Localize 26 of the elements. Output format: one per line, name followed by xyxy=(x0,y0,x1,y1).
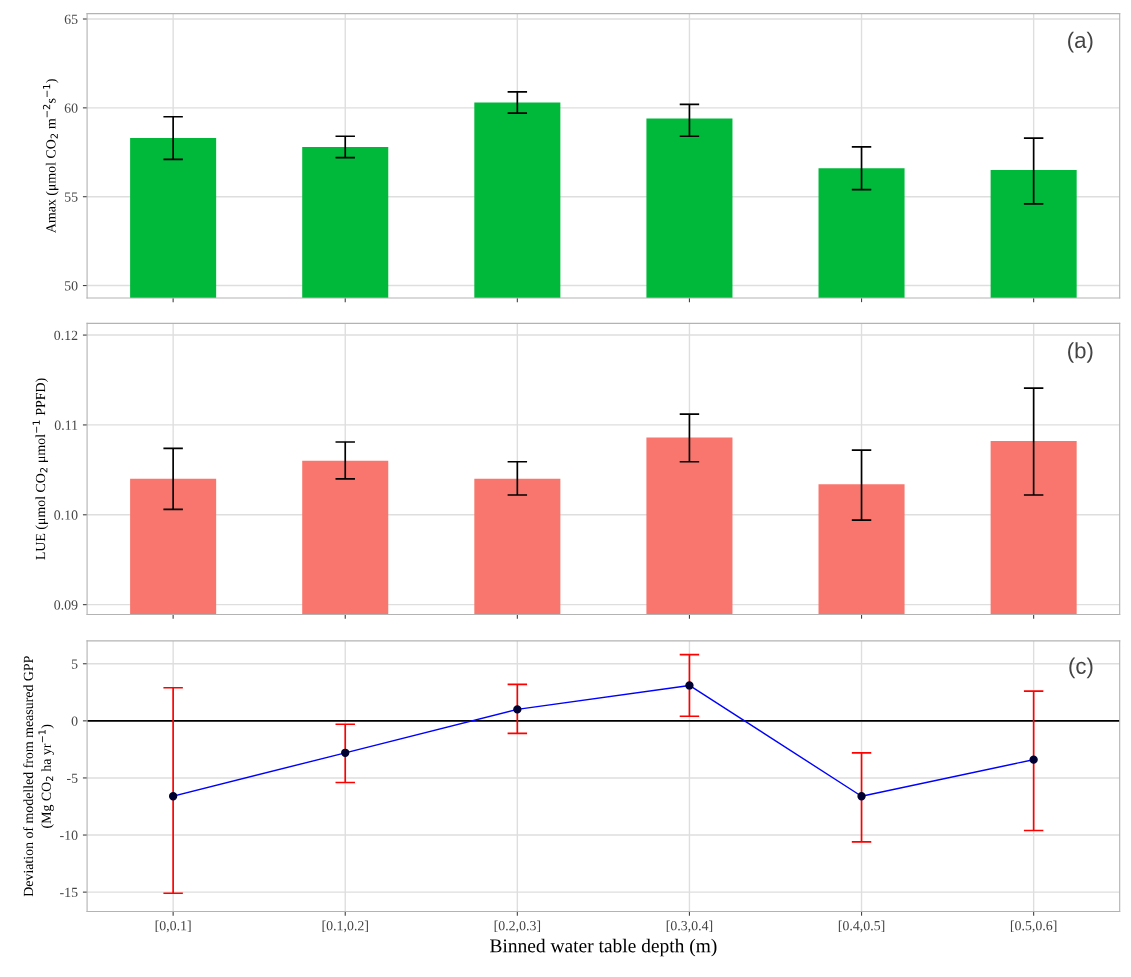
x-tick-label: [0.1,0.2] xyxy=(322,920,368,933)
y-axis-title: Amax (μmol CO$_{2}$ m$^{−2}$s$^{−1}$) xyxy=(42,79,59,233)
y-tick-label: 60 xyxy=(64,103,78,113)
y-tick-label: 0.12 xyxy=(54,330,78,341)
y-axis-title: LUE (μmol CO$_{2}$ μmol$^{−1}$ PPFD) xyxy=(32,378,49,560)
y-tick-label: 5 xyxy=(71,659,78,669)
annotation: (a) xyxy=(1068,31,1093,53)
annotation: (c) xyxy=(1069,657,1093,679)
y-tick-label: 65 xyxy=(64,14,78,24)
y-axis-title: Deviation of modelled from measured GPP (Mg CO$_{2}$ ha yr$^{−1}$) xyxy=(23,656,54,897)
y-tick-label: 55 xyxy=(64,192,78,202)
x-tick-label: [0.3,0.4] xyxy=(666,920,713,933)
x-tick-label: [0,0.1] xyxy=(155,920,191,933)
x-tick-label: [0.5,0.6] xyxy=(1010,920,1057,933)
y-tick-label: 0.09 xyxy=(54,600,78,610)
y-tick-label: 0.11 xyxy=(54,420,78,430)
y-tick-label: -15 xyxy=(60,887,78,898)
y-tick-label: -5 xyxy=(67,773,78,783)
x-tick-label: [0.4,0.5] xyxy=(838,920,885,933)
y-tick-label: 0.10 xyxy=(54,510,78,520)
y-tick-label: 0 xyxy=(71,716,78,726)
y-tick-label: -10 xyxy=(60,830,78,840)
x-tick-label: [0.2,0.3] xyxy=(494,920,541,933)
annotation: (b) xyxy=(1068,342,1093,363)
y-tick-label: 50 xyxy=(64,281,78,291)
x-axis-title: Binned water table depth (m) xyxy=(490,938,717,957)
